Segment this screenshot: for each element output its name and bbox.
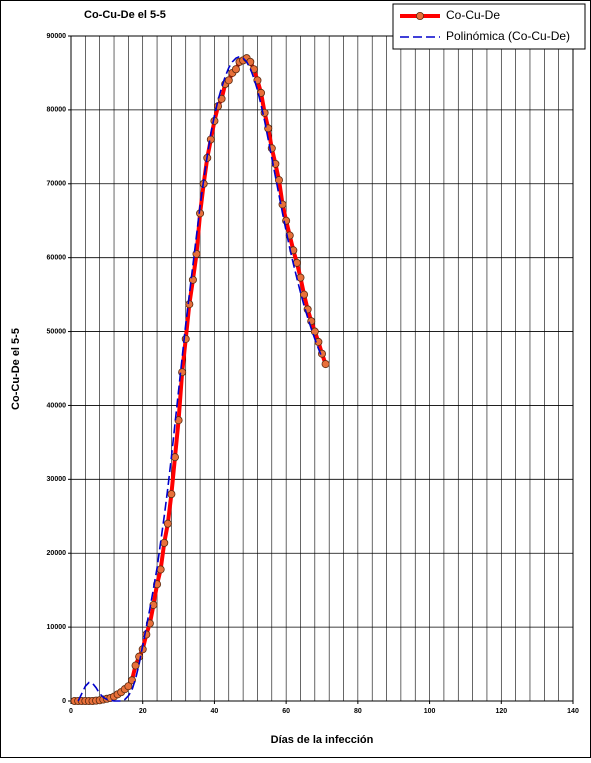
y-tick-label: 0: [62, 698, 66, 705]
x-tick-label: 40: [211, 708, 219, 715]
data-point: [185, 300, 194, 309]
y-tick-label: 30000: [47, 476, 67, 483]
x-tick-label: 0: [69, 708, 73, 715]
legend-marker: [415, 11, 424, 20]
data-point: [124, 682, 133, 691]
y-axis-label: Co-Cu-De el 5-5: [10, 328, 22, 410]
x-tick-label: 60: [282, 708, 290, 715]
data-point: [307, 317, 316, 326]
x-tick-label: 80: [354, 708, 362, 715]
data-point: [163, 519, 172, 528]
x-tick-label: 100: [424, 708, 436, 715]
data-point: [321, 360, 330, 369]
legend-box: [392, 3, 586, 50]
legend: Co-Cu-De Polinómica (Co-Cu-De): [392, 3, 586, 50]
data-point: [314, 337, 323, 346]
plot-area: 0 10000 20000 30000 40000 50000 60000 70000 8000…: [47, 33, 579, 715]
data-point: [310, 327, 319, 336]
y-tick-label: 40000: [47, 402, 67, 409]
data-point: [160, 538, 169, 547]
series-line: [77, 55, 323, 702]
legend-label: Co-Cu-De: [446, 8, 500, 22]
data-point: [206, 135, 215, 144]
y-tick-label: 20000: [47, 550, 67, 557]
x-tick-label: 120: [495, 708, 507, 715]
legend-label: Polinómica (Co-Cu-De): [446, 29, 570, 43]
data-point: [217, 94, 226, 103]
chart-title: Co-Cu-De el 5-5: [84, 9, 166, 21]
data-point: [282, 216, 291, 225]
plot-background: [71, 36, 573, 701]
data-point: [231, 65, 240, 74]
x-tick-label: 20: [139, 708, 147, 715]
y-tick-label: 80000: [47, 107, 67, 114]
data-point: [131, 661, 140, 670]
y-tick-label: 90000: [47, 33, 67, 40]
y-tick-label: 70000: [47, 181, 67, 188]
y-tick-label: 60000: [47, 255, 67, 262]
x-axis-label: Días de la infección: [271, 734, 374, 746]
data-point: [300, 290, 309, 299]
data-point: [274, 176, 283, 185]
data-point: [135, 652, 144, 661]
x-tick-label: 140: [567, 708, 579, 715]
data-point: [167, 490, 176, 499]
y-tick-label: 10000: [47, 624, 67, 631]
data-point: [156, 565, 165, 574]
y-tick-label: 50000: [47, 328, 67, 335]
plot-border: [70, 35, 574, 702]
data-point: [224, 76, 233, 85]
